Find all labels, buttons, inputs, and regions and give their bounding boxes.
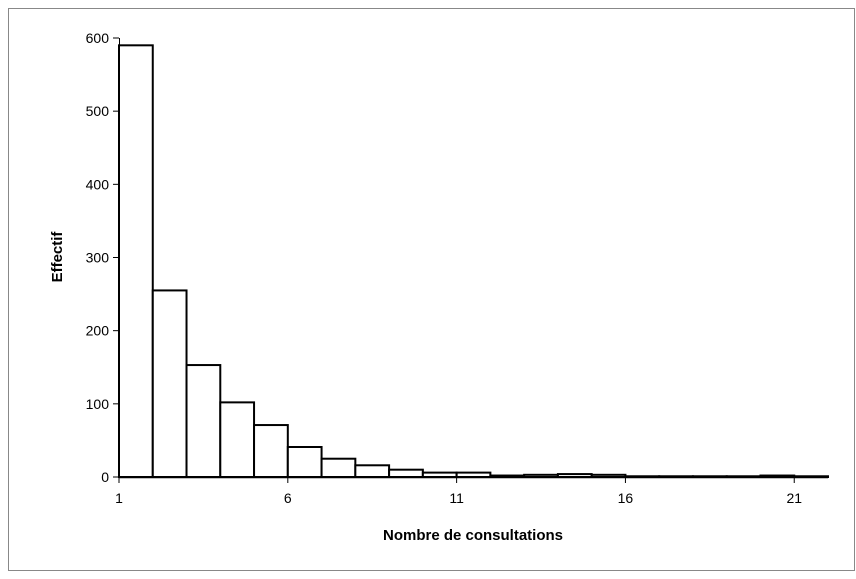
bar-7 (320, 457, 357, 479)
x-axis-title: Nombre de consultations (383, 527, 563, 544)
bars-group (118, 44, 830, 479)
y-tick-label-100: 100 (86, 396, 110, 412)
chart-border (8, 8, 855, 571)
y-tick-label-300: 300 (86, 250, 110, 266)
bar-11 (455, 471, 492, 478)
x-tick-label-21: 21 (786, 490, 802, 506)
y-tick-label-0: 0 (101, 469, 109, 485)
bar-10 (421, 471, 458, 478)
y-tick-label-500: 500 (86, 103, 110, 119)
bar-15 (590, 473, 627, 478)
bar-13 (523, 473, 559, 478)
y-tick-label-600: 600 (86, 30, 110, 46)
y-axis-title: Effectif (49, 231, 66, 283)
bar-8 (354, 464, 391, 479)
x-tick-label-16: 16 (618, 490, 634, 506)
bar-2 (151, 289, 188, 478)
x-tick-label-6: 6 (284, 490, 292, 506)
x-tick-label-1: 1 (115, 490, 123, 506)
bar-3 (185, 364, 222, 478)
y-tick-label-200: 200 (86, 323, 110, 339)
bar-14 (556, 473, 593, 479)
bar-6 (286, 446, 323, 479)
y-tick-label-400: 400 (86, 176, 110, 192)
y-axis-ticks: 0 100 200 300 400 500 600 (86, 30, 119, 485)
x-tick-label-11: 11 (449, 490, 464, 506)
bar-9 (388, 468, 424, 478)
x-axis-ticks: 1 6 11 16 21 (115, 477, 802, 506)
bar-1 (118, 44, 154, 478)
bar-4 (219, 401, 256, 478)
bar-5 (253, 424, 289, 478)
